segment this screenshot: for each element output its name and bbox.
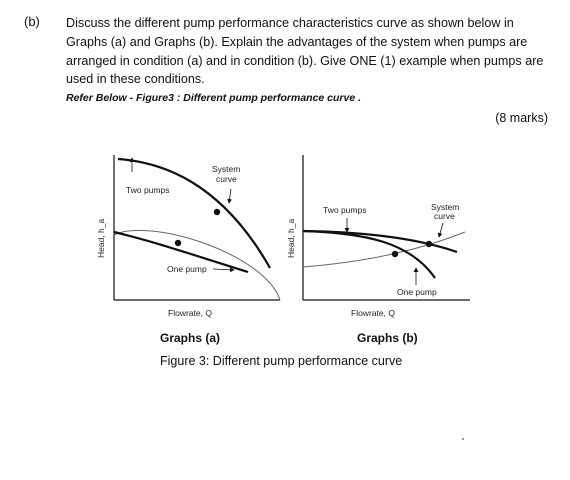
graph-b-caption: Graphs (b) <box>357 331 418 345</box>
operating-point-two-pumps <box>213 208 221 216</box>
x-axis-label: Flowrate, Q <box>168 308 212 318</box>
two-pumps-curve <box>117 157 271 269</box>
one-pump-label: One pump <box>397 287 437 297</box>
question-label: (b) <box>24 14 40 29</box>
one-pump-curve <box>113 230 249 274</box>
system-label-line2: curve <box>216 174 237 184</box>
one-pump-curve <box>302 229 436 279</box>
graph-a-caption: Graphs (a) <box>160 331 221 345</box>
one-pump-label: One pump <box>167 264 207 274</box>
x-axis-label: Flowrate, Q <box>351 308 395 318</box>
operating-point-one-pump <box>391 250 399 258</box>
one-pump-arrow <box>212 267 235 273</box>
y-axis-label: Head, h_a <box>286 219 296 258</box>
marks-label: (8 marks) <box>495 111 548 125</box>
two-pumps-label: Two pumps <box>126 185 169 195</box>
figure-reference: Refer Below - Figure3 : Different pump p… <box>66 92 362 104</box>
question-text: Discuss the different pump performance c… <box>66 16 544 87</box>
figure-caption: Figure 3: Different pump performance cur… <box>160 354 403 368</box>
system-curve <box>113 229 281 301</box>
system-label-line1: System <box>431 202 459 212</box>
operating-point-two-pumps <box>425 240 433 248</box>
system-label-line1: System <box>212 164 240 174</box>
scan-speck <box>462 438 464 440</box>
two-pumps-label: Two pumps <box>323 205 366 215</box>
graph-b: Two pumps System curve One pump Flowrate… <box>286 155 470 318</box>
system-arrow <box>437 222 444 238</box>
graph-a: Two pumps System curve One pump Flowrate… <box>96 155 281 318</box>
system-label-line2: curve <box>434 211 455 221</box>
system-arrow <box>227 188 232 204</box>
operating-point-one-pump <box>174 239 182 247</box>
y-axis-label: Head, h_a <box>96 219 106 258</box>
